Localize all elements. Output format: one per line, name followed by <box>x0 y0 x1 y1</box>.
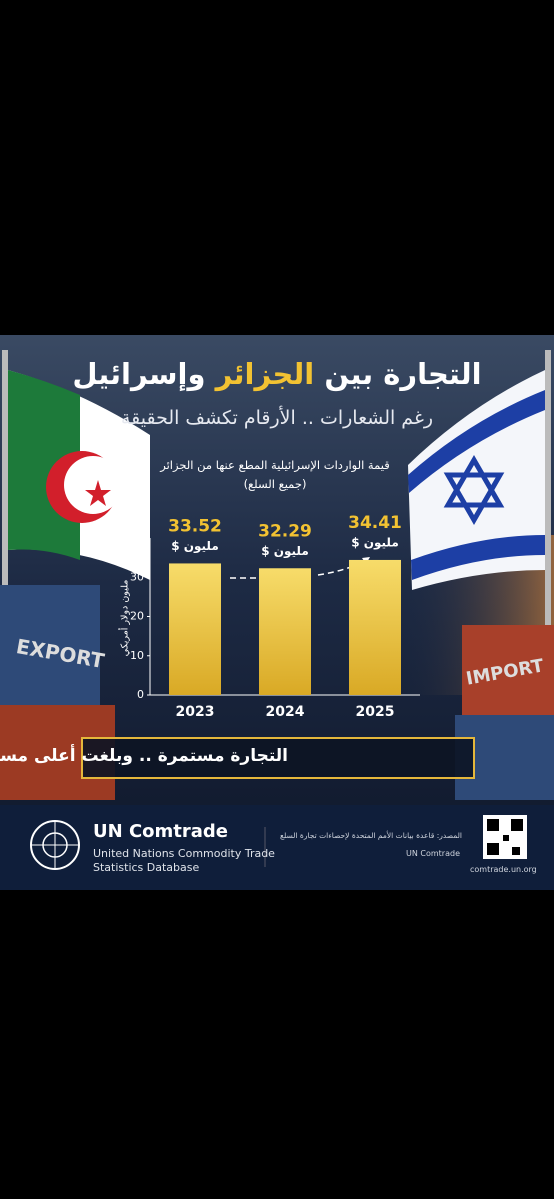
banner-text: التجارة مستمرة .. وبلغت أعلى مستوى في 20… <box>0 746 288 766</box>
trend-arrow <box>317 559 369 576</box>
chart-title: قيمة الواردات الإسرائيلية المطع عنها من … <box>160 458 390 472</box>
title-part: الجزائر <box>215 357 315 391</box>
star <box>85 480 111 506</box>
flag-pole <box>2 350 8 590</box>
container <box>462 625 554 715</box>
brand-line: Statistics Database <box>93 861 200 874</box>
title-part: وإسرائيل <box>72 357 206 391</box>
value-label: 32.29 <box>258 521 312 541</box>
brand-line: United Nations Commodity Trade <box>93 847 275 860</box>
banner <box>81 737 475 779</box>
value-label: 34.41 <box>348 513 402 533</box>
container <box>0 585 100 705</box>
israel-stripe <box>411 535 545 580</box>
source: المصدر: قاعدة بيانات الأمم المتحدة لإحصا… <box>280 831 462 840</box>
x-tick-label: 2023 <box>176 704 215 720</box>
israel-stripe <box>408 390 545 493</box>
unit-label: مليون $ <box>171 539 219 554</box>
footer <box>0 805 554 890</box>
star-of-david <box>443 455 505 508</box>
bar <box>169 563 221 695</box>
title: التجارة بين الجزائر وإسرائيل <box>0 357 554 391</box>
crescent-cut <box>64 456 122 514</box>
y-tick-label: 30 <box>130 570 144 583</box>
value-label: 33.52 <box>168 516 222 536</box>
subtitle: رغم الشعارات .. الأرقام تكشف الحقيقة <box>120 407 434 429</box>
y-tick-label: 40 <box>130 531 144 544</box>
y-axis-label: مليون دولار أمريكي <box>118 580 131 657</box>
flag-pole <box>545 350 551 630</box>
unit-label: مليون $ <box>261 544 309 559</box>
bar <box>349 559 401 695</box>
x-tick-label: 2024 <box>266 704 305 720</box>
y-tick-label: 0 <box>137 688 144 701</box>
title-part: التجارة بين <box>324 357 482 391</box>
source-name: UN Comtrade <box>406 849 460 858</box>
bar <box>259 568 311 695</box>
unit-label: مليون $ <box>351 535 399 550</box>
url: comtrade.un.org <box>470 865 537 874</box>
brand: UN Comtrade <box>93 821 228 842</box>
star-of-david <box>443 472 505 525</box>
y-tick-label: 10 <box>130 649 144 662</box>
chart-subtitle: (جميع السلع) <box>243 477 307 491</box>
x-tick-label: 2025 <box>356 704 395 720</box>
y-tick-label: 20 <box>130 610 144 623</box>
infographic: EXPORT IMPORT 0 10 20 30 40 مليون دولار أمريك… <box>0 335 554 890</box>
